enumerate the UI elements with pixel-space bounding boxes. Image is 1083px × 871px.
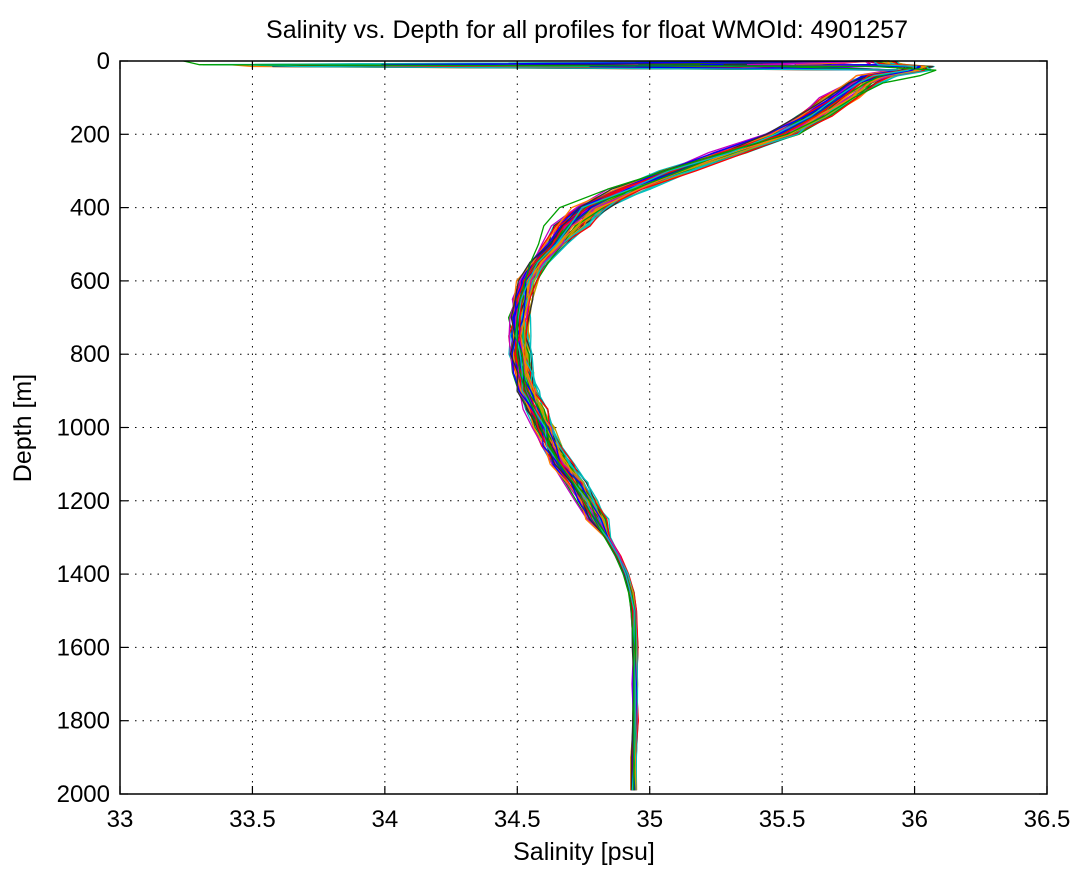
profile-line-7: [229, 60, 909, 791]
profile-line-38: [524, 60, 934, 791]
profile-line-44: [514, 60, 909, 791]
y-tick-label: 1000: [57, 415, 110, 442]
profile-line-58: [513, 60, 917, 791]
profile-line-8: [513, 60, 909, 791]
profile-line-3: [508, 60, 902, 791]
x-tick-label: 35.5: [759, 806, 806, 833]
x-tick-label: 33: [107, 806, 134, 833]
y-tick-label: 1400: [57, 561, 110, 588]
profile-line-57: [514, 60, 915, 791]
profile-line-20: [511, 60, 908, 791]
profile-line-35: [521, 60, 918, 791]
profile-line-28: [508, 60, 891, 791]
profile-line-1: [522, 60, 929, 791]
profile-line-36: [509, 60, 905, 791]
profile-line-49: [272, 60, 928, 791]
profile-line-12: [515, 60, 913, 791]
profile-line-56: [381, 60, 921, 791]
chart-title: Salinity vs. Depth for all profiles for …: [266, 16, 908, 44]
y-axis-label: Depth [m]: [9, 374, 37, 482]
profile-line-21: [520, 60, 926, 791]
profile-line-19: [522, 60, 935, 791]
profile-line-0: [519, 60, 918, 791]
profile-line-41: [522, 60, 922, 791]
x-tick-label: 36.5: [1024, 806, 1071, 833]
profile-line-15: [523, 60, 914, 791]
profile-line-33: [514, 60, 902, 791]
x-tick-label: 35: [636, 806, 663, 833]
profile-line-22: [272, 60, 918, 791]
profile-line-14: [509, 60, 905, 791]
y-tick-label: 400: [70, 195, 110, 222]
profile-line-34: [341, 60, 921, 791]
profile-line-42: [514, 60, 910, 791]
profile-line-2: [515, 60, 919, 791]
profile-line-32: [514, 60, 901, 791]
y-tick-label: 1600: [57, 634, 110, 661]
y-tick-label: 2000: [57, 781, 110, 808]
profile-line-24: [511, 60, 902, 791]
profile-line-16: [512, 60, 906, 791]
profile-line-17: [507, 60, 900, 791]
profile-line-39: [522, 60, 917, 791]
profile-line-55: [520, 60, 925, 791]
profile-line-31: [523, 60, 925, 791]
y-tick-label: 600: [70, 268, 110, 295]
profile-line-52: [518, 60, 921, 791]
salinity-profiles: [183, 60, 937, 791]
y-tick-label: 0: [97, 48, 110, 75]
profile-line-10: [519, 60, 909, 791]
profile-line-5: [525, 60, 932, 791]
profile-line-51: [239, 60, 922, 791]
grid: [120, 61, 1047, 794]
profile-line-54: [509, 60, 906, 791]
profile-line-43: [523, 60, 932, 791]
y-tick-label: 800: [70, 341, 110, 368]
x-tick-label: 33.5: [229, 806, 276, 833]
profile-line-9: [518, 60, 915, 791]
profile-line-59: [515, 60, 918, 791]
profile-line-23: [524, 60, 934, 791]
profile-line-4: [513, 60, 905, 791]
profile-line-45: [520, 60, 920, 791]
x-axis-label: Salinity [psu]: [513, 838, 655, 866]
y-tick-label: 1800: [57, 708, 110, 735]
profile-line-37: [524, 60, 923, 791]
profile-line-18: [269, 60, 909, 791]
profile-line-46: [517, 60, 911, 791]
profile-line-48: [511, 60, 898, 791]
y-tick-label: 200: [70, 121, 110, 148]
x-tick-label: 36: [901, 806, 928, 833]
axis-ticks: 33 33.5 34 34.5 35 35.5 36 36.5 0 200 400 600 800 100…: [57, 48, 1071, 833]
profile-line-25: [512, 60, 908, 791]
profile-line-fixed-0: [183, 60, 937, 791]
profile-line-6: [502, 60, 912, 791]
y-tick-label: 1200: [57, 488, 110, 515]
profile-line-50: [524, 60, 926, 791]
x-tick-label: 34.5: [494, 806, 541, 833]
profile-line-27: [367, 60, 927, 791]
profile-line-26: [508, 60, 904, 791]
profile-line-13: [519, 60, 923, 791]
x-tick-label: 34: [372, 806, 399, 833]
